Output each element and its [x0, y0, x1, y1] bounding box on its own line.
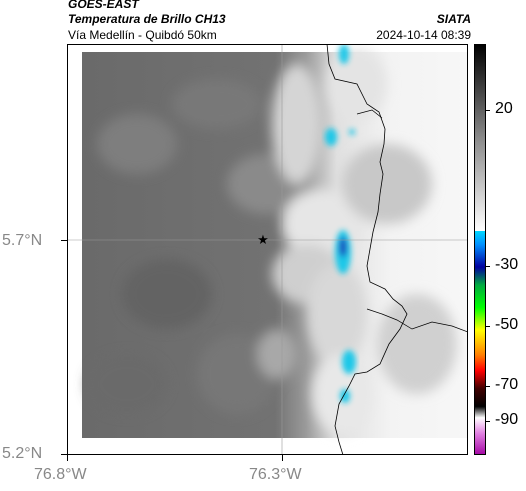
cold-cloud-tops [325, 44, 356, 403]
tick-lat-5-7 [61, 240, 67, 241]
cb-tick-m50 [486, 326, 490, 327]
cb-label-m30: -30 [495, 256, 519, 273]
cb-label-m70: -70 [495, 376, 519, 393]
tick-lon-76-3 [282, 455, 283, 461]
lat-label-5-7: 5.7°N [2, 232, 43, 249]
header-product: Temperatura de Brillo CH13 [68, 12, 226, 26]
cb-tick-20 [486, 110, 490, 111]
header-organization: SIATA [436, 12, 471, 26]
cb-label-m50: -50 [495, 316, 519, 333]
tick-lat-5-2 [61, 454, 67, 455]
coastline [326, 44, 408, 455]
lat-label-5-2: 5.2°N [2, 445, 43, 462]
border-line [366, 308, 468, 333]
cb-label-m90: -90 [495, 411, 519, 428]
colorbar [474, 44, 486, 455]
star-icon: ★ [257, 233, 269, 248]
header-region: Vía Medellín - Quibdó 50km [68, 28, 217, 42]
cb-tick-m70 [486, 386, 490, 387]
lon-label-76-8: 76.8°W [34, 466, 87, 483]
border-line-north [356, 109, 383, 119]
header-datetime: 2024-10-14 08:39 [376, 28, 471, 42]
map-frame [67, 44, 468, 455]
cb-label-20: 20 [495, 100, 513, 117]
lon-label-76-3: 76.3°W [249, 466, 302, 483]
cb-tick-m90 [486, 421, 490, 422]
cb-tick-m30 [486, 266, 490, 267]
tick-lon-76-8 [67, 455, 68, 461]
header-satellite: GOES-EAST [68, 0, 139, 11]
satellite-map: ★ [67, 44, 468, 455]
